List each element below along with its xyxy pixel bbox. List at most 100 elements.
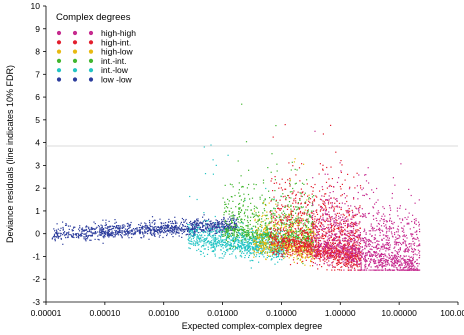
point (237, 243, 239, 245)
point (260, 230, 262, 232)
point (328, 249, 330, 252)
point (274, 247, 277, 249)
point (243, 193, 245, 195)
point (302, 244, 305, 246)
point (193, 233, 195, 235)
point (325, 207, 327, 209)
point (248, 244, 250, 246)
point (296, 249, 298, 251)
point (304, 244, 306, 246)
point (315, 254, 317, 256)
point (247, 225, 249, 228)
point (71, 229, 73, 231)
point (301, 207, 303, 209)
point (189, 247, 191, 250)
point (240, 175, 242, 177)
point (247, 224, 249, 226)
point (337, 269, 339, 271)
point (335, 262, 338, 264)
point (328, 253, 330, 255)
point (336, 264, 338, 266)
point (161, 226, 163, 228)
point (284, 235, 286, 237)
point (260, 242, 262, 244)
point (192, 237, 194, 240)
point (299, 250, 301, 252)
point (236, 229, 239, 231)
point (353, 263, 355, 265)
point (186, 226, 188, 228)
point (247, 240, 250, 242)
point (290, 219, 292, 221)
point (115, 233, 117, 235)
point (208, 218, 210, 220)
point (132, 229, 134, 231)
point (170, 226, 172, 229)
point (279, 183, 281, 185)
point (271, 218, 273, 220)
point (283, 240, 286, 242)
point (295, 218, 297, 220)
point (157, 231, 159, 233)
point (300, 238, 302, 240)
point (171, 226, 173, 228)
point (129, 224, 132, 226)
point (383, 237, 385, 239)
point (115, 226, 118, 228)
point (145, 223, 147, 225)
point (273, 256, 275, 259)
point (306, 232, 308, 234)
point (209, 227, 211, 229)
point (313, 213, 315, 215)
point (288, 245, 290, 247)
point (287, 251, 290, 253)
point (90, 231, 92, 233)
point (142, 233, 144, 235)
point (56, 235, 59, 237)
point (317, 244, 319, 246)
point (225, 246, 227, 248)
point (342, 231, 344, 233)
point (217, 223, 219, 225)
point (260, 252, 263, 254)
point (330, 236, 332, 238)
point (192, 242, 194, 244)
point (192, 222, 194, 224)
point (307, 235, 309, 237)
point (309, 198, 312, 200)
point (347, 225, 350, 227)
point (267, 239, 269, 241)
point (239, 245, 241, 247)
point (249, 252, 251, 254)
point (210, 244, 212, 246)
point (230, 229, 232, 231)
point (62, 229, 64, 231)
point (270, 199, 273, 201)
point (332, 261, 334, 263)
point (332, 241, 334, 243)
point (196, 240, 198, 242)
point (327, 252, 329, 254)
point (149, 232, 151, 234)
point (331, 178, 333, 180)
point (109, 234, 111, 236)
point (267, 240, 269, 242)
point (310, 215, 312, 217)
point (207, 220, 209, 222)
point (313, 220, 315, 222)
point (306, 244, 308, 246)
point (114, 229, 116, 231)
point (171, 233, 173, 235)
point (231, 222, 234, 224)
point (353, 233, 355, 235)
point (409, 243, 411, 245)
point (297, 222, 299, 224)
point (175, 232, 177, 234)
point (221, 226, 223, 228)
point (357, 237, 359, 239)
point (331, 202, 333, 204)
point (54, 236, 56, 238)
point (288, 201, 291, 203)
point (304, 223, 306, 226)
point (229, 235, 231, 237)
